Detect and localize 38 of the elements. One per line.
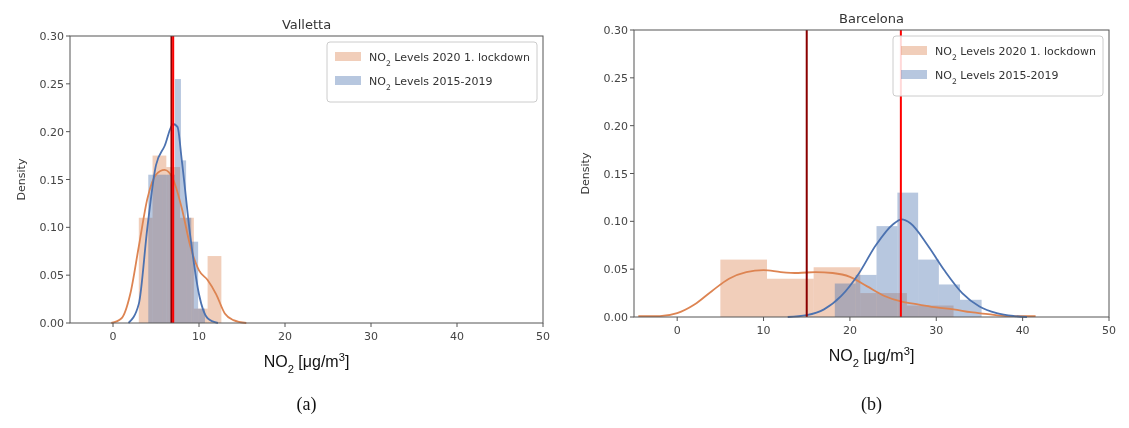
text: (b) <box>861 394 882 415</box>
legend-label: NO$_{2}$ Levels 2015-2019 <box>369 75 493 92</box>
y-tick-label: 0.00 <box>603 311 628 324</box>
x-tick-label: 20 <box>842 324 857 337</box>
y-tick-label: 0.30 <box>603 24 628 37</box>
chart-title: Barcelona <box>839 11 904 26</box>
y-tick-label: 0.05 <box>603 263 628 277</box>
y-tick-label: 0.20 <box>39 125 64 139</box>
y-axis-title: Density <box>579 152 592 195</box>
x-tick-label: 40 <box>450 330 464 343</box>
y-tick-label: 0.10 <box>603 215 628 229</box>
x-tick-label: 0 <box>109 330 117 343</box>
x-tick-label: 50 <box>1102 324 1116 337</box>
y-tick-label: 0.25 <box>39 77 64 91</box>
y-tick-label: 0.25 <box>603 71 628 85</box>
x-tick-label: 30 <box>364 330 378 343</box>
x-tick-label: 20 <box>278 330 292 343</box>
x-axis-title: NO$_{2}$ [μg/m$^{3}$] <box>828 345 915 369</box>
x-tick-label: 50 <box>536 330 550 343</box>
legend-label: NO$_{2}$ Levels 2020 1. lockdown <box>369 51 530 68</box>
chart-title: Valletta <box>281 17 332 32</box>
y-axis-title: Density <box>15 158 28 201</box>
y-tick-label: 0.30 <box>39 30 64 43</box>
y-tick-label: 0.05 <box>39 269 64 283</box>
legend-label: NO$_{2}$ Levels 2020 1. lockdown <box>935 45 1096 62</box>
y-tick-label: 0.10 <box>39 221 64 235</box>
y-tick-label: 0.00 <box>39 317 64 330</box>
y-tick-label: 0.15 <box>603 167 628 181</box>
y-tick-label: 0.20 <box>603 119 628 133</box>
x-tick-label: 10 <box>192 330 206 343</box>
x-axis-title: NO$_{2}$ [μg/m$^{3}$] <box>263 351 350 375</box>
y-tick-label: 0.15 <box>39 173 64 187</box>
x-tick-label: 40 <box>1015 324 1030 337</box>
x-tick-label: 30 <box>929 324 944 337</box>
legend-label: NO$_{2}$ Levels 2015-2019 <box>935 69 1059 86</box>
text: (a) <box>296 394 317 415</box>
x-tick-label: 10 <box>756 324 771 337</box>
x-tick-label: 0 <box>673 324 681 337</box>
